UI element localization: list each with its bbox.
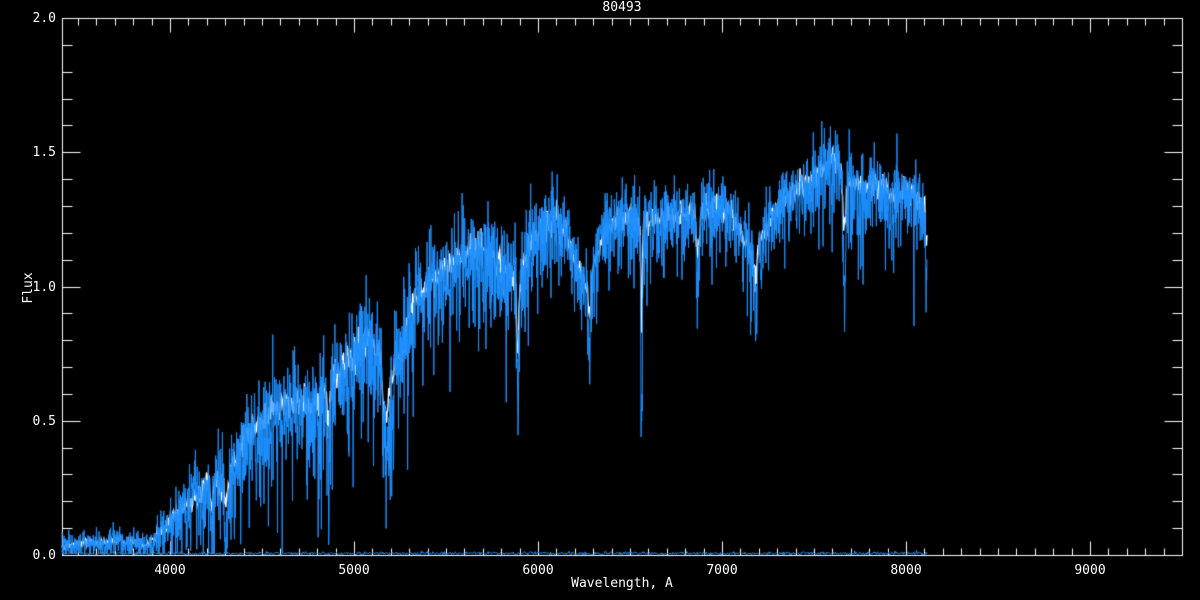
y-tick-label: 1.5 bbox=[32, 145, 56, 161]
y-tick-label: 0.0 bbox=[32, 548, 56, 563]
y-tick-label: 0.5 bbox=[32, 413, 56, 429]
x-tick-label: 5000 bbox=[338, 563, 370, 578]
y-tick-label: 2.0 bbox=[32, 11, 56, 26]
chart-title: 80493 bbox=[602, 0, 642, 15]
x-tick-label: 9000 bbox=[1074, 563, 1106, 578]
x-tick-label: 7000 bbox=[706, 563, 738, 578]
x-axis-title: Wavelength, A bbox=[571, 576, 673, 591]
x-tick-label: 6000 bbox=[522, 563, 554, 578]
x-tick-label: 8000 bbox=[890, 563, 922, 578]
y-tick-label: 1.0 bbox=[32, 279, 56, 295]
x-tick-label: 4000 bbox=[154, 563, 186, 578]
